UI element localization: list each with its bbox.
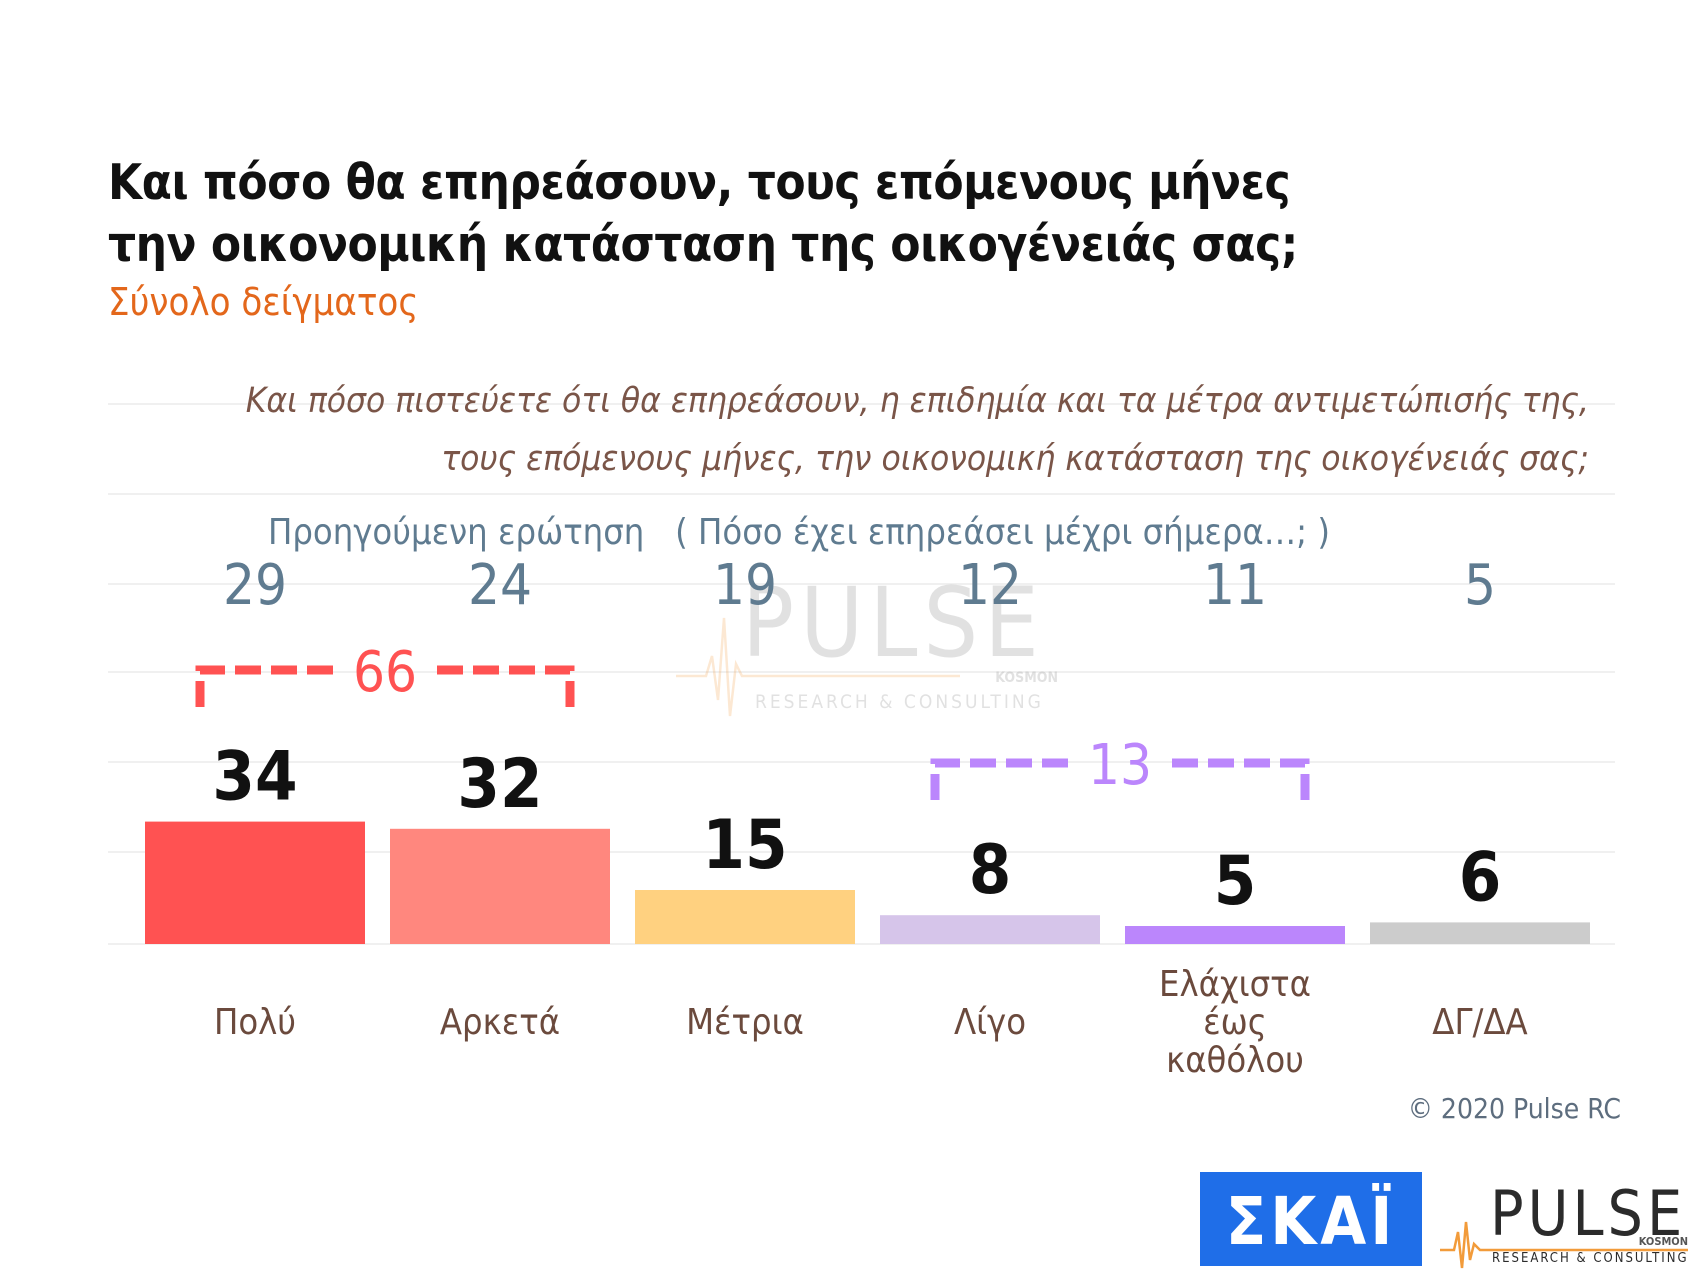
pulse-logo-line: [1440, 1221, 1688, 1269]
value-label-6: 6: [1459, 838, 1502, 917]
group-total-1: 66: [353, 640, 417, 705]
bar-2: [390, 828, 610, 944]
gridlines: [108, 403, 1615, 945]
watermark-sub: RESEARCH & CONSULTING: [755, 691, 1044, 713]
chart-subtitle: Σύνολο δείγματος: [108, 280, 419, 324]
bar-1: [145, 821, 365, 944]
category-label-4: Λίγο: [954, 1002, 1026, 1043]
previous-question-label: Προηγούμενη ερώτηση ( Πόσο έχει επηρεάσε…: [268, 512, 1330, 553]
copyright: © 2020 Pulse RC: [1407, 1092, 1621, 1125]
chart-marks: 34 29 Πολύ 32 24 Αρκετά 15 19 Μέτρια 8 12 Λίγο 5 11 Ελ…: [145, 553, 1590, 1081]
logos: ΣΚΑΪ PULSE KOSMON RESEARCH & CONSULTING: [1200, 1172, 1689, 1269]
pulse-logo-word: PULSE: [1490, 1177, 1686, 1250]
group-bracket-1: [195, 665, 575, 707]
bar-6: [1370, 922, 1590, 944]
value-label-3: 15: [702, 806, 787, 885]
pulse-logo: PULSE KOSMON RESEARCH & CONSULTING: [1440, 1177, 1689, 1269]
watermark-tag: KOSMON: [995, 670, 1058, 686]
previous-value-2: 24: [468, 553, 532, 618]
category-label-1: Πολύ: [214, 1002, 296, 1043]
group-bracket-2: [930, 758, 1310, 800]
skai-logo: ΣΚΑΪ: [1200, 1172, 1422, 1266]
category-label-3: Μέτρια: [686, 1002, 804, 1043]
previous-value-5: 11: [1203, 553, 1267, 618]
title-line-1: Και πόσο θα επηρεάσουν, τους επόμενους μ…: [108, 154, 1291, 211]
value-label-1: 34: [212, 738, 297, 817]
chart-title: Και πόσο θα επηρεάσουν, τους επόμενους μ…: [108, 152, 1298, 276]
bar-5: [1125, 926, 1345, 944]
previous-value-4: 12: [958, 553, 1022, 618]
question-line-1: Και πόσο πιστεύετε ότι θα επηρεάσουν, η …: [245, 381, 1589, 421]
value-label-4: 8: [969, 831, 1012, 910]
watermark-word: PULSE: [742, 567, 1045, 679]
pulse-watermark: PULSE KOSMON RESEARCH & CONSULTING: [676, 567, 1058, 717]
previous-value-3: 19: [713, 553, 777, 618]
previous-value-1: 29: [223, 553, 287, 618]
category-label-2: Αρκετά: [440, 1002, 560, 1043]
title-line-2: την οικονομική κατάσταση της οικογένειάς…: [108, 216, 1298, 273]
watermark-pulse-line: [676, 617, 960, 717]
value-label-5: 5: [1214, 842, 1257, 921]
previous-value-6: 5: [1464, 553, 1496, 618]
category-label-5: έως: [1203, 1002, 1267, 1043]
category-label-6: ΔΓ/ΔΑ: [1432, 1002, 1527, 1043]
pulse-logo-sub: RESEARCH & CONSULTING: [1492, 1251, 1689, 1266]
group-total-2: 13: [1088, 733, 1152, 798]
bar-3: [635, 890, 855, 944]
question-text: Και πόσο πιστεύετε ότι θα επηρεάσουν, η …: [246, 372, 1589, 488]
skai-logo-bg: [1200, 1172, 1422, 1266]
category-label-5: καθόλου: [1166, 1040, 1304, 1081]
value-label-2: 32: [457, 745, 542, 824]
skai-logo-text: ΣΚΑΪ: [1226, 1183, 1397, 1260]
pulse-logo-tag: KOSMON: [1639, 1235, 1688, 1248]
bar-4: [880, 915, 1100, 944]
category-label-5: Ελάχιστα: [1159, 964, 1311, 1005]
question-line-2: τους επόμενους μήνες, την οικονομική κατ…: [441, 439, 1589, 479]
